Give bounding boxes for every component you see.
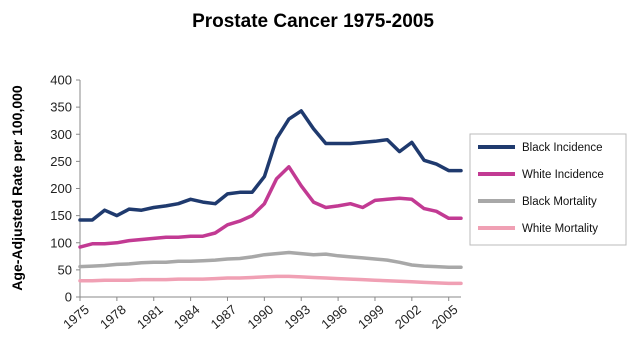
series-lines	[78, 109, 463, 286]
y-ticks: 0 50 100 150 200 250 300 350 400	[50, 73, 80, 305]
y-tick-label: 150	[50, 208, 72, 223]
y-axis-label: Age-Adjusted Rate per 100,000	[9, 85, 25, 291]
y-tick-label: 300	[50, 127, 72, 142]
y-tick-label: 100	[50, 235, 72, 250]
y-tick-label: 50	[58, 262, 72, 277]
series-line-white-mortality	[78, 274, 463, 286]
chart-title: Prostate Cancer 1975-2005	[192, 11, 434, 32]
series-line-black-mortality	[78, 250, 463, 269]
legend-label: Black Mortality	[522, 196, 597, 208]
y-tick-label: 200	[50, 181, 72, 196]
y-tick-label: 350	[50, 100, 72, 115]
legend: Black Incidence White Incidence Black Mort…	[469, 133, 627, 246]
x-tick-label: 1993	[281, 302, 313, 332]
legend-label: White Mortality	[522, 223, 598, 235]
y-tick-label: 0	[65, 290, 72, 305]
x-tick-label: 1999	[355, 302, 387, 332]
y-tick-label: 400	[50, 73, 72, 88]
legend-label: White Incidence	[522, 169, 604, 181]
x-tick-label: 1975	[60, 302, 92, 332]
x-tick-label: 1996	[318, 302, 350, 332]
x-tick-label: 1981	[134, 302, 166, 332]
x-tick-label: 1990	[244, 302, 276, 332]
x-tick-label: 1987	[208, 302, 240, 332]
x-tick-label: 1984	[171, 302, 203, 332]
x-tick-label: 1978	[97, 302, 129, 332]
y-tick-label: 250	[50, 154, 72, 169]
legend-items: Black Incidence White Incidence Black Mort…	[478, 142, 604, 235]
series-line-white-incidence	[78, 165, 463, 249]
series-line-black-incidence	[78, 109, 463, 222]
x-tick-label: 2005	[429, 302, 461, 332]
legend-label: Black Incidence	[522, 142, 603, 154]
x-ticks: 1975 1978 1981 1984 1987 1990 1993 1996 1999 2002…	[60, 297, 461, 332]
x-tick-label: 2002	[392, 302, 424, 332]
